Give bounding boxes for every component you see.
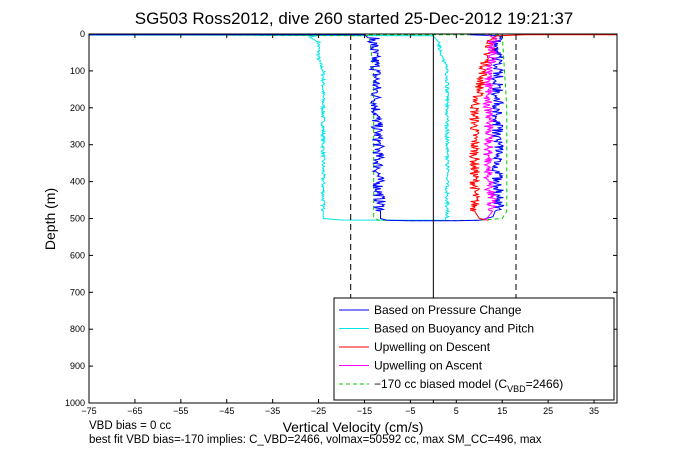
x-tick-label: −35 — [265, 406, 280, 416]
x-tick-label: −15 — [357, 406, 372, 416]
footer-line-1: VBD bias = 0 cc — [89, 420, 172, 432]
x-tick-label: −55 — [173, 406, 188, 416]
y-tick-label: 1000 — [65, 398, 85, 408]
axis-ticks: −75 −65 −55 −45 −35 −25 −15 −5 5 15 25 350100200300… — [65, 29, 617, 416]
series-line-3 — [482, 34, 500, 221]
chart-title: SG503 Ross2012, dive 260 started 25-Dec-… — [135, 9, 574, 28]
legend-entry: −170 cc biased model (CVBD=2466) — [374, 377, 563, 394]
y-tick-label: 300 — [70, 140, 85, 150]
x-tick-label: −45 — [219, 406, 234, 416]
x-tick-label: 15 — [497, 406, 507, 416]
footer-line-2: best fit VBD bias=-170 implies: C_VBD=24… — [89, 434, 542, 446]
legend-entry: Based on Pressure Change — [374, 303, 522, 317]
series-layer — [89, 34, 617, 222]
y-tick-label: 200 — [70, 103, 85, 113]
x-tick-label: 5 — [454, 406, 459, 416]
series-line-0 — [89, 34, 505, 222]
y-tick-label: 600 — [70, 250, 85, 260]
legend-entry: Upwelling on Descent — [374, 340, 491, 354]
y-tick-label: 500 — [70, 214, 85, 224]
legend-box — [333, 297, 615, 401]
y-tick-label: 0 — [80, 29, 85, 39]
legend-entry: Based on Buoyancy and Pitch — [374, 322, 534, 336]
y-tick-label: 700 — [70, 287, 85, 297]
x-tick-label: 35 — [589, 406, 599, 416]
x-axis-label: Vertical Velocity (cm/s) — [283, 419, 424, 435]
y-tick-label: 800 — [70, 324, 85, 334]
x-tick-label: −25 — [311, 406, 326, 416]
series-line-4 — [89, 34, 508, 222]
x-tick-label: −5 — [405, 406, 415, 416]
y-tick-label: 400 — [70, 177, 85, 187]
series-line-2 — [468, 34, 617, 221]
x-tick-label: −75 — [81, 406, 96, 416]
y-tick-label: 900 — [70, 361, 85, 371]
legend: Based on Pressure Change Based on Buoyanc… — [333, 297, 615, 401]
y-axis-label: Depth (m) — [42, 188, 58, 250]
series-line-1 — [89, 34, 451, 221]
x-tick-label: −65 — [127, 406, 142, 416]
legend-entry: Upwelling on Ascent — [374, 359, 483, 373]
x-tick-label: 25 — [543, 406, 553, 416]
y-tick-label: 100 — [70, 66, 85, 76]
